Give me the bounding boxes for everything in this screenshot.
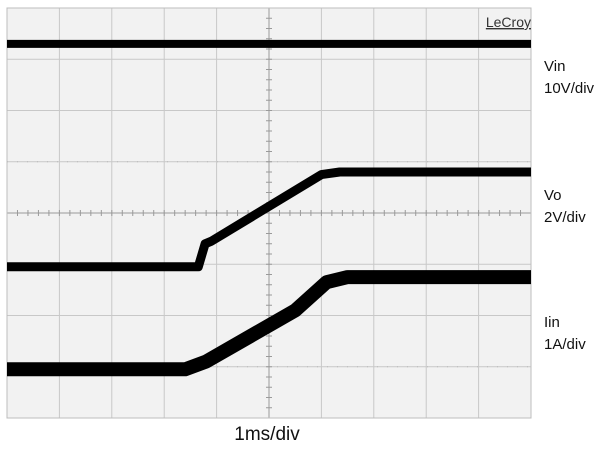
plot-border bbox=[6, 7, 532, 419]
legend-vo-scale: 2V/div bbox=[544, 209, 586, 226]
legend-iin-scale: 1A/div bbox=[544, 336, 586, 353]
grid bbox=[6, 7, 532, 419]
trace-iin bbox=[7, 270, 531, 377]
legend-iin: Iin 1A/div bbox=[544, 312, 586, 356]
brand-logo: LeCroy bbox=[486, 14, 531, 30]
legend-vo: Vo 2V/div bbox=[544, 185, 586, 229]
x-axis-caption: 1ms/div bbox=[234, 424, 300, 445]
trace-vo bbox=[7, 167, 531, 272]
legend-vin: Vin 10V/div bbox=[544, 56, 594, 100]
legend-iin-name: Iin bbox=[544, 314, 560, 331]
legend-vin-scale: 10V/div bbox=[544, 80, 595, 97]
legend-vin-name: Vin bbox=[544, 58, 566, 75]
traces bbox=[7, 39, 531, 377]
legend-vo-name: Vo bbox=[544, 187, 562, 204]
